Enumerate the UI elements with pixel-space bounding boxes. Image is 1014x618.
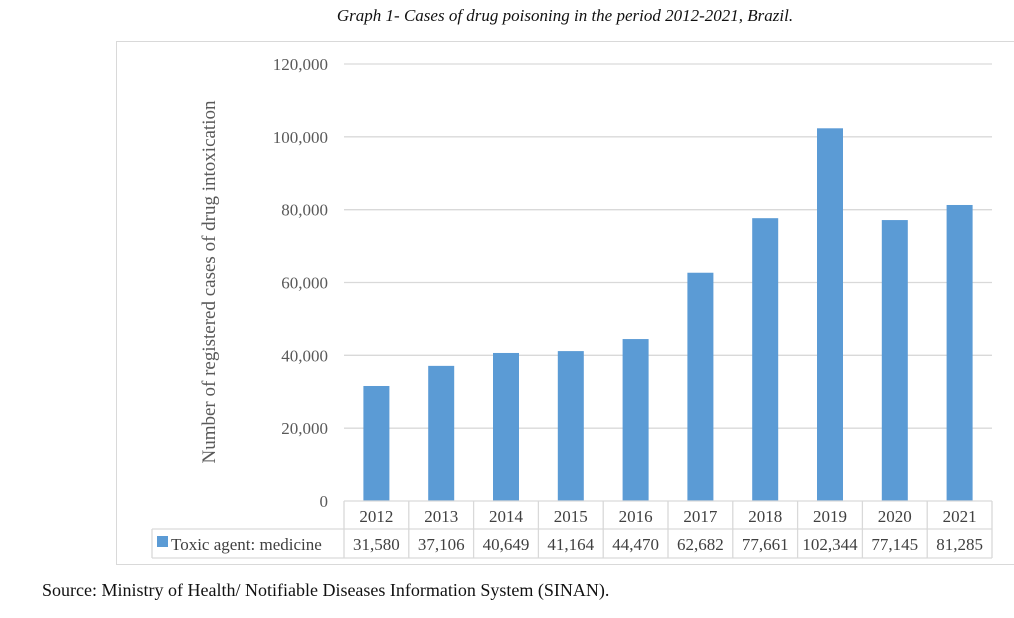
data-label: 102,344 (802, 535, 858, 554)
y-axis-title: Number of registered cases of drug intox… (199, 100, 220, 463)
bar-2015 (557, 351, 584, 501)
x-tick-label: 2019 (813, 507, 847, 526)
data-label: 40,649 (483, 535, 530, 554)
y-tick-label: 80,000 (281, 201, 328, 220)
bar-2012 (363, 385, 390, 501)
chart-frame (116, 41, 1014, 565)
data-label: 62,682 (677, 535, 724, 554)
bar-2020 (881, 220, 908, 501)
data-label: 44,470 (612, 535, 659, 554)
data-label: 77,661 (742, 535, 789, 554)
bar-2019 (817, 128, 843, 501)
data-label: 77,145 (871, 535, 918, 554)
x-tick-label: 2013 (424, 507, 458, 526)
y-tick-label: 0 (320, 492, 329, 511)
chart-caption: Graph 1- Cases of drug poisoning in the … (336, 6, 794, 25)
y-tick-label: 20,000 (281, 419, 328, 438)
y-tick-label: 100,000 (273, 128, 328, 147)
y-tick-label: 60,000 (281, 274, 328, 293)
x-tick-label: 2014 (489, 507, 524, 526)
data-label: 81,285 (936, 535, 983, 554)
x-tick-label: 2021 (943, 507, 977, 526)
x-tick-label: 2015 (554, 507, 588, 526)
x-tick-label: 2017 (683, 507, 718, 526)
y-tick-label: 40,000 (281, 346, 328, 365)
x-tick-label: 2020 (878, 507, 912, 526)
bar-2013 (428, 365, 455, 501)
y-tick-label: 120,000 (273, 55, 328, 74)
x-tick-label: 2018 (748, 507, 782, 526)
x-tick-label: 2016 (619, 507, 653, 526)
bars (363, 128, 973, 502)
bar-2018 (752, 218, 779, 502)
bar-2016 (622, 339, 649, 501)
y-axis-ticks: 0 20,000 40,000 60,000 80,000 100,000 120,000 (273, 55, 328, 511)
legend-label: Toxic agent: medicine (171, 535, 322, 554)
legend-swatch (157, 536, 168, 547)
bar-2014 (493, 352, 519, 501)
data-label: 31,580 (353, 535, 400, 554)
bar-2017 (687, 272, 714, 501)
x-tick-label: 2012 (359, 507, 393, 526)
bar-2021 (946, 204, 973, 501)
data-label: 41,164 (547, 535, 594, 554)
data-label: 37,106 (418, 535, 465, 554)
source-note: Source: Ministry of Health/ Notifiable D… (42, 580, 610, 600)
data-table: 2012 31,580 2013 37,106 2014 40,649 2015 41,164… (151, 500, 993, 559)
